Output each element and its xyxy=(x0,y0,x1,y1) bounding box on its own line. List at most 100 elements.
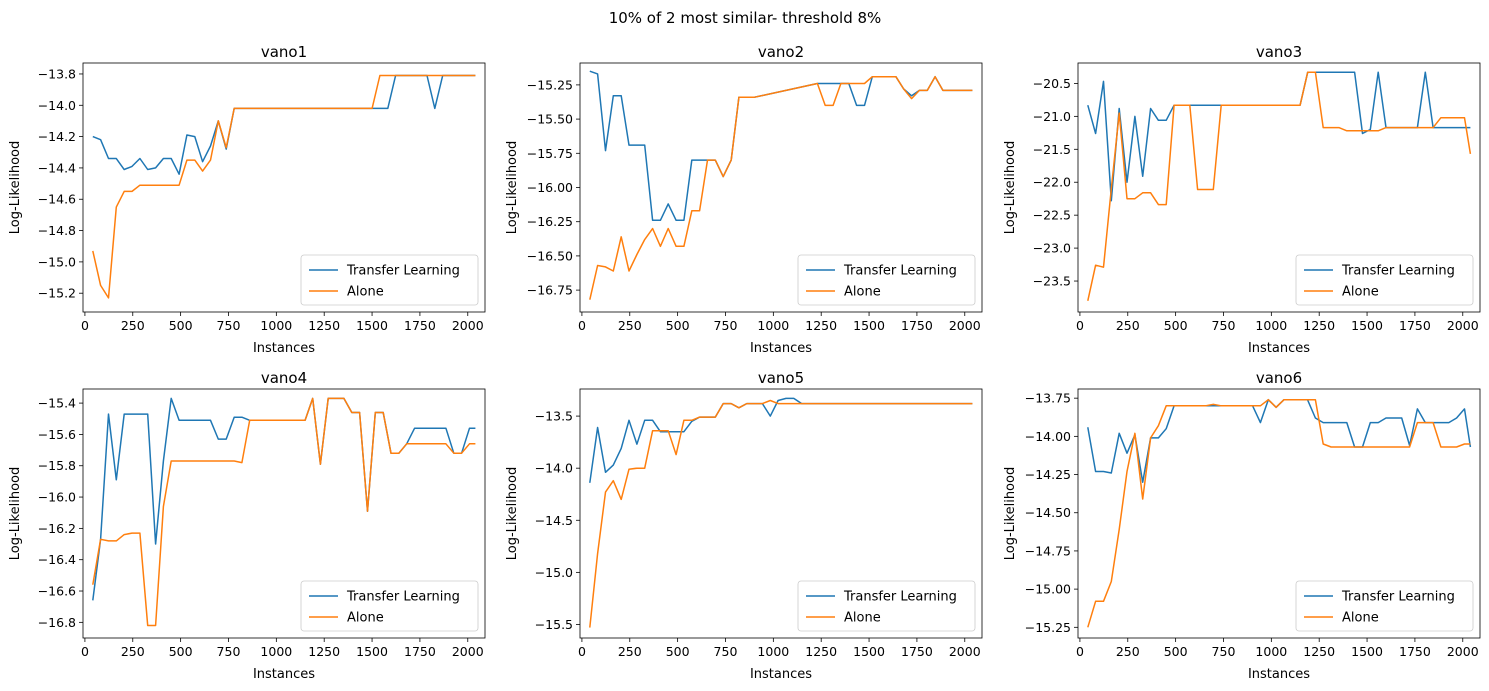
plot-frame xyxy=(579,388,983,639)
x-tick-label: 250 xyxy=(121,644,145,659)
x-tick-label: 500 xyxy=(1164,318,1188,333)
x-tick-label: 1750 xyxy=(1399,318,1431,333)
x-tick-label: 1250 xyxy=(805,644,837,659)
x-tick-label: 1250 xyxy=(805,318,837,333)
x-tick-label: 250 xyxy=(618,318,642,333)
y-tick-label: −14.4 xyxy=(38,160,76,175)
y-tick-label: −14.6 xyxy=(38,192,76,207)
x-tick-label: 250 xyxy=(1116,644,1140,659)
y-tick-label: −15.25 xyxy=(1025,620,1071,635)
y-axis-label: Log-Likelihood xyxy=(8,141,23,234)
y-tick-label: −13.8 xyxy=(38,66,76,81)
subplot-title: vano6 xyxy=(1256,369,1302,387)
plot-frame xyxy=(579,62,983,313)
y-tick-label: −14.0 xyxy=(535,461,573,476)
y-tick-label: −14.25 xyxy=(1025,467,1071,482)
x-tick-label: 2000 xyxy=(1447,318,1479,333)
y-tick-label: −16.4 xyxy=(38,552,76,567)
y-tick-label: −21.0 xyxy=(1033,109,1071,124)
x-tick-label: 1250 xyxy=(308,644,340,659)
plot-frame xyxy=(82,388,486,639)
plot-frame xyxy=(1077,388,1481,639)
y-tick-label: −15.5 xyxy=(535,617,573,632)
series-line-alone xyxy=(92,74,476,299)
y-tick-label: −14.2 xyxy=(38,129,76,144)
y-tick-label: −16.2 xyxy=(38,521,76,536)
y-tick-label: −15.25 xyxy=(527,77,573,92)
x-tick-label: 1750 xyxy=(404,644,436,659)
x-tick-label: 250 xyxy=(1116,318,1140,333)
x-tick-label: 0 xyxy=(578,644,586,659)
subplot-title: vano1 xyxy=(261,43,307,61)
subplot-title: vano2 xyxy=(758,43,804,61)
subplot-vano4: vano4 0 250 500 750 1000 1250 1500 1750 2000 −16.8… xyxy=(8,369,486,682)
x-tick-label: 750 xyxy=(1212,644,1236,659)
series-line-transfer-learning xyxy=(1087,398,1472,483)
y-tick-label: −14.5 xyxy=(535,513,573,528)
y-axis-label: Log-Likelihood xyxy=(505,141,520,234)
legend-entry-label: Transfer Learning xyxy=(346,264,460,279)
x-tick-label: 1500 xyxy=(853,318,885,333)
series-line-alone xyxy=(1087,398,1471,628)
x-tick-label: 750 xyxy=(714,318,738,333)
x-tick-label: 1250 xyxy=(1303,318,1335,333)
legend: Transfer Learning Alone xyxy=(300,580,479,632)
subplot-vano6: vano6 0 250 500 750 1000 1250 1500 1750 2000 −15.2… xyxy=(1003,369,1481,682)
series-line-transfer-learning xyxy=(589,397,973,483)
y-tick-label: −16.25 xyxy=(527,214,573,229)
y-tick-label: −14.00 xyxy=(1025,429,1071,444)
x-tick-label: 750 xyxy=(217,644,241,659)
x-tick-label: 2000 xyxy=(949,644,981,659)
figure-suptitle: 10% of 2 most similar- threshold 8% xyxy=(609,9,882,27)
legend-box xyxy=(1295,580,1474,632)
x-tick-label: 1500 xyxy=(1351,318,1383,333)
x-axis-label: Instances xyxy=(750,341,812,356)
y-tick-label: −14.0 xyxy=(38,98,76,113)
subplot-grid: vano1 0 250 500 750 1000 1250 1500 1750 2000 −15.2… xyxy=(8,43,1481,682)
legend-entry-label: Alone xyxy=(1342,611,1379,626)
subplot-vano5: vano5 0 250 500 750 1000 1250 1500 1750 2000 −15.5… xyxy=(505,369,983,682)
y-tick-label: −20.5 xyxy=(1033,76,1071,91)
legend-entry-label: Transfer Learning xyxy=(843,590,957,605)
y-axis-label: Log-Likelihood xyxy=(8,467,23,560)
subplot-title: vano4 xyxy=(261,369,307,387)
y-tick-label: −15.75 xyxy=(527,146,573,161)
x-tick-label: 1000 xyxy=(757,318,789,333)
y-tick-label: −16.50 xyxy=(527,248,573,263)
x-tick-label: 1000 xyxy=(1255,318,1287,333)
legend-entry-label: Alone xyxy=(844,611,881,626)
x-tick-label: 1500 xyxy=(356,318,388,333)
x-tick-label: 1750 xyxy=(404,318,436,333)
series-line-transfer-learning xyxy=(1087,71,1471,202)
y-tick-label: −14.8 xyxy=(38,223,76,238)
legend-box xyxy=(300,254,479,306)
x-tick-label: 750 xyxy=(1212,318,1236,333)
x-tick-label: 1250 xyxy=(1303,644,1335,659)
subplot-title: vano5 xyxy=(758,369,804,387)
legend: Transfer Learning Alone xyxy=(1295,580,1474,632)
y-axis-label: Log-Likelihood xyxy=(1003,467,1018,560)
y-tick-label: −23.0 xyxy=(1033,241,1071,256)
legend-entry-label: Alone xyxy=(844,285,881,300)
y-tick-label: −15.4 xyxy=(38,396,76,411)
x-tick-label: 750 xyxy=(217,318,241,333)
y-tick-label: −16.0 xyxy=(38,490,76,505)
y-tick-label: −15.0 xyxy=(38,254,76,269)
x-tick-label: 1250 xyxy=(308,318,340,333)
x-tick-label: 1750 xyxy=(1399,644,1431,659)
y-tick-label: −16.6 xyxy=(38,584,76,599)
x-tick-label: 0 xyxy=(81,318,89,333)
series-line-alone xyxy=(92,397,476,627)
x-tick-label: 1000 xyxy=(260,318,292,333)
y-tick-label: −15.50 xyxy=(527,112,573,127)
y-axis-label: Log-Likelihood xyxy=(505,467,520,560)
x-tick-label: 500 xyxy=(666,644,690,659)
x-tick-label: 2000 xyxy=(949,318,981,333)
series-line-transfer-learning xyxy=(589,70,973,222)
y-tick-label: −21.5 xyxy=(1033,142,1071,157)
legend-box xyxy=(300,580,479,632)
y-tick-label: −16.75 xyxy=(527,283,573,298)
x-tick-label: 2000 xyxy=(1447,644,1479,659)
y-tick-label: −22.5 xyxy=(1033,208,1071,223)
